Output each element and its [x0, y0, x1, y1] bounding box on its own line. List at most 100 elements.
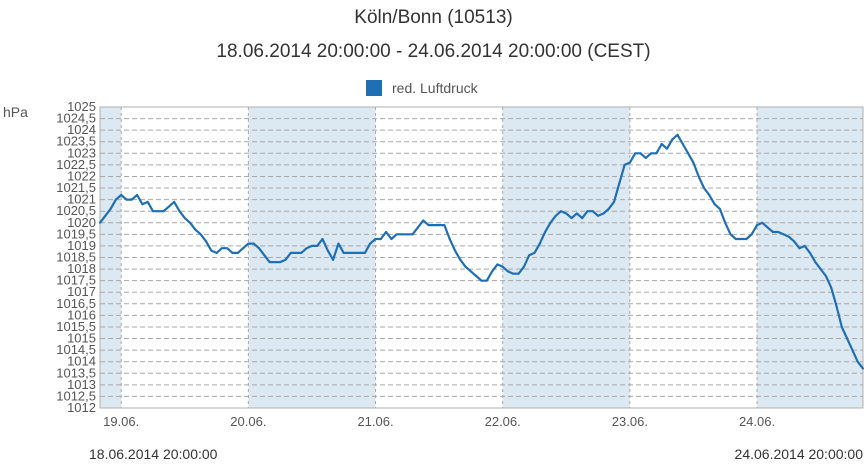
data-point[interactable]: [120, 193, 123, 196]
data-point[interactable]: [146, 200, 149, 203]
data-point[interactable]: [130, 198, 133, 201]
data-point[interactable]: [692, 161, 695, 164]
data-point[interactable]: [756, 224, 759, 227]
data-point[interactable]: [623, 163, 626, 166]
data-point[interactable]: [326, 249, 329, 252]
data-point[interactable]: [533, 251, 536, 254]
data-point[interactable]: [745, 237, 748, 240]
data-point[interactable]: [798, 247, 801, 250]
data-point[interactable]: [655, 152, 658, 155]
data-point[interactable]: [178, 210, 181, 213]
data-point[interactable]: [194, 228, 197, 231]
data-point[interactable]: [581, 217, 584, 220]
data-point[interactable]: [634, 152, 637, 155]
data-point[interactable]: [793, 240, 796, 243]
data-point[interactable]: [766, 226, 769, 229]
data-point[interactable]: [506, 270, 509, 273]
data-point[interactable]: [459, 258, 462, 261]
data-point[interactable]: [289, 251, 292, 254]
data-point[interactable]: [395, 233, 398, 236]
data-point[interactable]: [570, 217, 573, 220]
data-point[interactable]: [416, 226, 419, 229]
data-point[interactable]: [628, 161, 631, 164]
data-point[interactable]: [369, 242, 372, 245]
data-point[interactable]: [819, 268, 822, 271]
data-point[interactable]: [703, 187, 706, 190]
data-point[interactable]: [162, 210, 165, 213]
data-point[interactable]: [242, 247, 245, 250]
data-point[interactable]: [856, 360, 859, 363]
data-point[interactable]: [501, 265, 504, 268]
data-point[interactable]: [840, 325, 843, 328]
data-point[interactable]: [374, 237, 377, 240]
data-point[interactable]: [353, 251, 356, 254]
data-point[interactable]: [310, 244, 313, 247]
data-point[interactable]: [681, 143, 684, 146]
data-point[interactable]: [554, 214, 557, 217]
data-point[interactable]: [575, 212, 578, 215]
data-point[interactable]: [660, 143, 663, 146]
data-point[interactable]: [824, 275, 827, 278]
data-point[interactable]: [379, 237, 382, 240]
data-point[interactable]: [544, 231, 547, 234]
data-point[interactable]: [809, 251, 812, 254]
data-point[interactable]: [469, 270, 472, 273]
data-point[interactable]: [644, 156, 647, 159]
data-point[interactable]: [268, 261, 271, 264]
data-point[interactable]: [777, 231, 780, 234]
data-point[interactable]: [432, 224, 435, 227]
data-point[interactable]: [109, 207, 112, 210]
data-point[interactable]: [422, 219, 425, 222]
data-point[interactable]: [332, 258, 335, 261]
data-point[interactable]: [713, 203, 716, 206]
data-point[interactable]: [750, 233, 753, 236]
data-point[interactable]: [204, 240, 207, 243]
data-point[interactable]: [236, 251, 239, 254]
data-point[interactable]: [231, 251, 234, 254]
data-point[interactable]: [724, 221, 727, 224]
data-point[interactable]: [671, 138, 674, 141]
data-point[interactable]: [496, 263, 499, 266]
data-point[interactable]: [363, 251, 366, 254]
data-point[interactable]: [316, 244, 319, 247]
data-point[interactable]: [167, 205, 170, 208]
data-point[interactable]: [390, 237, 393, 240]
data-point[interactable]: [708, 193, 711, 196]
data-point[interactable]: [729, 233, 732, 236]
data-point[interactable]: [295, 251, 298, 254]
data-point[interactable]: [401, 233, 404, 236]
data-point[interactable]: [263, 254, 266, 257]
data-point[interactable]: [602, 212, 605, 215]
data-point[interactable]: [591, 210, 594, 213]
data-point[interactable]: [475, 275, 478, 278]
data-point[interactable]: [337, 242, 340, 245]
data-point[interactable]: [734, 237, 737, 240]
data-point[interactable]: [104, 214, 107, 217]
data-point[interactable]: [787, 235, 790, 238]
data-point[interactable]: [639, 152, 642, 155]
data-point[interactable]: [782, 233, 785, 236]
data-point[interactable]: [512, 272, 515, 275]
data-point[interactable]: [538, 242, 541, 245]
data-point[interactable]: [830, 286, 833, 289]
data-point[interactable]: [528, 254, 531, 257]
data-point[interactable]: [189, 221, 192, 224]
data-point[interactable]: [321, 237, 324, 240]
data-point[interactable]: [183, 217, 186, 220]
data-point[interactable]: [464, 265, 467, 268]
data-point[interactable]: [273, 261, 276, 264]
data-point[interactable]: [99, 221, 101, 224]
data-point[interactable]: [597, 214, 600, 217]
legend[interactable]: red. Luftdruck: [366, 80, 478, 96]
data-point[interactable]: [846, 337, 849, 340]
data-point[interactable]: [252, 242, 255, 245]
data-point[interactable]: [411, 233, 414, 236]
data-point[interactable]: [480, 279, 483, 282]
data-point[interactable]: [284, 258, 287, 261]
data-point[interactable]: [300, 251, 303, 254]
data-point[interactable]: [835, 305, 838, 308]
data-point[interactable]: [157, 210, 160, 213]
data-point[interactable]: [851, 349, 854, 352]
data-point[interactable]: [650, 152, 653, 155]
data-point[interactable]: [448, 237, 451, 240]
